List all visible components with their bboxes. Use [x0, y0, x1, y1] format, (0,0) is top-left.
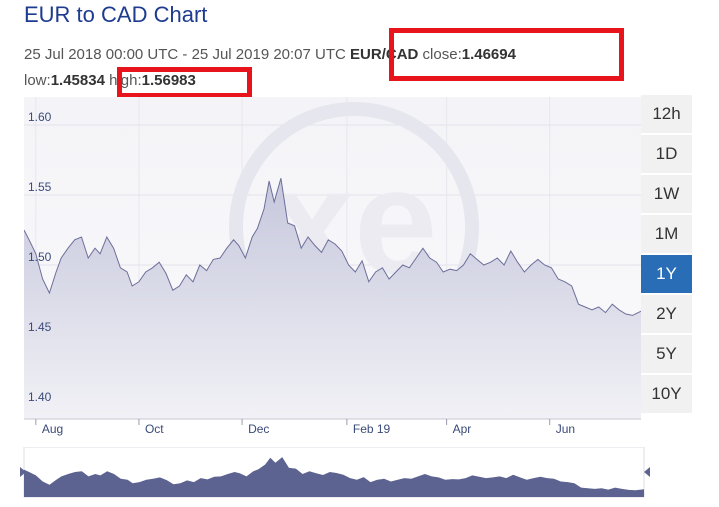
range-button-1m[interactable]: 1M [641, 215, 692, 253]
low-label: low: [24, 72, 51, 89]
chart-summary-line1: 25 Jul 2018 00:00 UTC - 25 Jul 2019 20:0… [24, 46, 516, 63]
y-tick-label: 1.50 [28, 250, 52, 264]
x-tick-label: Aug [42, 422, 63, 436]
range-button-1y[interactable]: 1Y [641, 255, 692, 293]
rate-line [23, 178, 642, 316]
range-button-5y[interactable]: 5Y [641, 335, 692, 373]
x-tick-label: Jun [556, 422, 575, 436]
navigator-right-handle[interactable] [644, 467, 650, 477]
high-value: 1.56983 [141, 72, 196, 89]
navigator-left-handle[interactable] [20, 467, 26, 477]
close-label: close: [422, 46, 462, 63]
range-button-2y[interactable]: 2Y [641, 295, 692, 333]
low-value: 1.45834 [50, 72, 105, 89]
high-label: high: [109, 72, 142, 89]
navigator-area [24, 457, 644, 497]
range-button-1w[interactable]: 1W [641, 175, 692, 213]
navigator-plot[interactable] [20, 446, 650, 499]
y-tick-label: 1.60 [28, 110, 52, 124]
x-tick-label: Dec [248, 422, 269, 436]
rate-area [24, 178, 641, 419]
range-button-1d[interactable]: 1D [641, 135, 692, 173]
chart-plot[interactable]: xe 1.401.451.501.551.60 Aug Oct Dec Feb 19 A… [23, 97, 642, 439]
y-tick-label: 1.40 [28, 390, 52, 404]
range-button-10y[interactable]: 10Y [641, 375, 692, 413]
range-button-12h[interactable]: 12h [641, 95, 692, 133]
close-value: 1.46694 [461, 46, 516, 63]
page-title: EUR to CAD Chart [24, 2, 208, 27]
y-tick-label: 1.45 [28, 320, 52, 334]
x-tick-label: Apr [453, 422, 472, 436]
chart-navigator[interactable] [20, 446, 650, 499]
x-tick-label: Feb 19 [353, 422, 391, 436]
rate-chart[interactable]: xe 1.40 1.45 1.50 1.55 1.60 Aug Oct Dec Feb 19 A… [23, 97, 642, 439]
y-tick-label: 1.55 [28, 180, 52, 194]
date-range: 25 Jul 2018 00:00 UTC - 25 Jul 2019 20:0… [24, 46, 346, 63]
x-tick-label: Oct [145, 422, 164, 436]
range-selector: 12h 1D 1W 1M 1Y 2Y 5Y 10Y [641, 95, 692, 415]
currency-pair: EUR/CAD [350, 46, 419, 63]
chart-summary-line2: low:1.45834 high:1.56983 [24, 72, 196, 89]
